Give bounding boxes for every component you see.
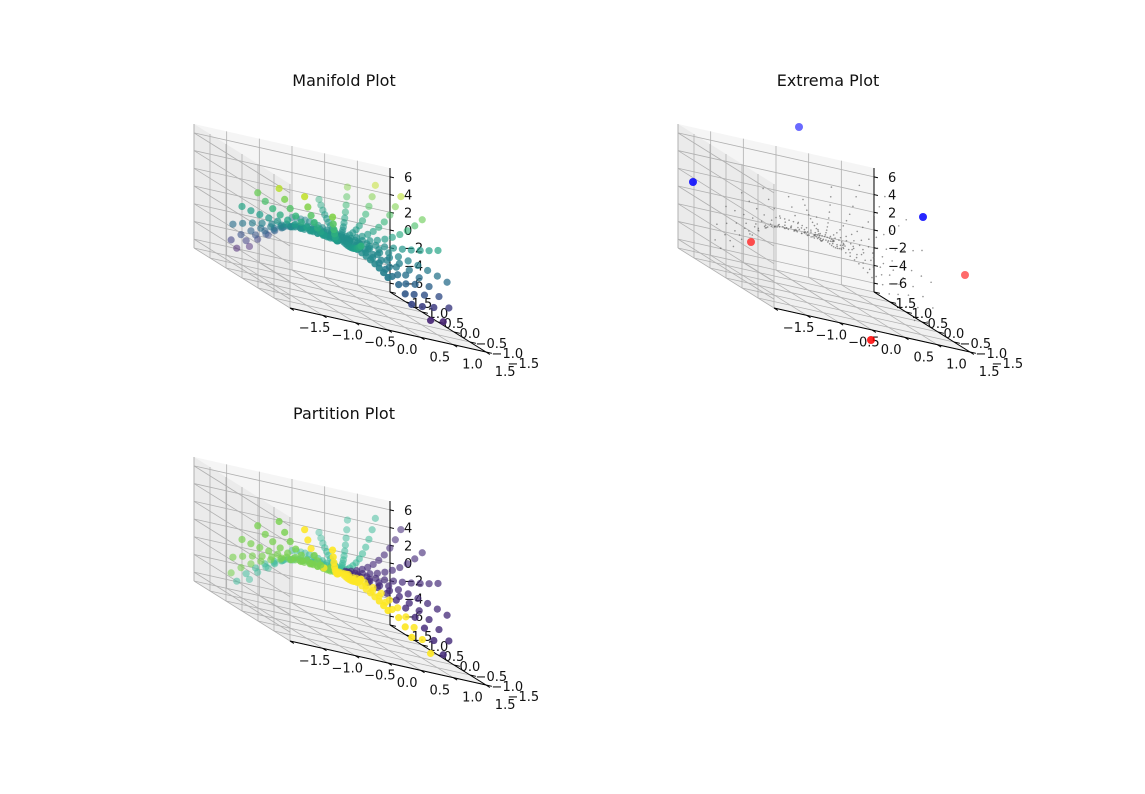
y-tick-label: 1.0 <box>912 307 933 322</box>
y-tick-label: 1.5 <box>896 297 917 312</box>
x-tick-label: −1.0 <box>815 328 847 343</box>
x-tick-label: 1.0 <box>462 691 483 706</box>
z-tick-label: 4 <box>404 189 412 204</box>
y-tick-label: 0.0 <box>460 327 481 342</box>
x-tick-label: −1.0 <box>331 661 363 676</box>
plot-title: Partition Plot <box>293 404 395 423</box>
scatter-points <box>227 181 453 326</box>
manifold-plot: Manifold Plot −1.5 −1.5 −1.0 −1.0 −0.5 −0.5 0.… <box>0 0 572 397</box>
z-tick-label: −6 <box>888 277 907 292</box>
y-tick-label: 0.5 <box>444 317 465 332</box>
plot-title: Manifold Plot <box>292 71 396 90</box>
extrema-points <box>689 123 969 344</box>
z-tick-label: 0 <box>888 224 896 239</box>
x-tick-label: 0.0 <box>881 343 902 358</box>
y-tick-label: −1.0 <box>492 680 524 695</box>
x-tick-label: 1.5 <box>979 365 1000 380</box>
z-tick-label: 2 <box>404 206 412 221</box>
axes-box: −1.5−1.5−1.0−1.0−0.5 −0.50.00.00.50.51.01… <box>677 124 1024 380</box>
z-tick-label: 2 <box>404 539 412 554</box>
z-tick-label: 4 <box>888 189 896 204</box>
x-tick-label: −1.0 <box>331 328 363 343</box>
extrema-3d-axes[interactable]: −1.5−1.5−1.0−1.0−0.5 −0.50.00.00.50.51.01… <box>0 0 1145 397</box>
x-tick-label: −0.5 <box>848 336 880 351</box>
x-tick-label: 1.0 <box>946 358 967 373</box>
z-tick-label: −4 <box>888 259 907 274</box>
y-tick-label: −0.5 <box>476 337 508 352</box>
z-tick-label: 6 <box>404 504 412 519</box>
partition-plot: Partition Plot −1.5 −1.5 −1.0 −1.0 −0.5 −0.5 0… <box>0 0 572 794</box>
y-tick-label: −0.5 <box>960 337 992 352</box>
x-tick-label: 1.5 <box>495 365 516 380</box>
x-tick-label: 0.0 <box>397 343 418 358</box>
z-tick-label: 2 <box>888 206 896 221</box>
x-tick-label: 1.5 <box>495 698 516 713</box>
x-tick-label: 0.5 <box>913 350 934 365</box>
y-tick-label: −1.0 <box>492 347 524 362</box>
y-tick-label: −0.5 <box>476 670 508 685</box>
y-tick-label: 0.0 <box>460 660 481 675</box>
y-tick-label: 0.5 <box>444 650 465 665</box>
plot-title: Extrema Plot <box>776 71 880 90</box>
y-tick-label: 0.0 <box>944 327 965 342</box>
y-tick-label: 0.5 <box>928 317 949 332</box>
x-tick-label: 0.5 <box>429 683 450 698</box>
x-tick-label: −0.5 <box>364 669 396 684</box>
z-tick-label: −2 <box>888 242 907 257</box>
scatter-points <box>227 514 453 659</box>
x-tick-label: 0.0 <box>397 676 418 691</box>
axes-box: −1.5−1.5−1.0−1.0−0.5 −0.50.00.00.50.51.01… <box>193 124 540 380</box>
y-tick-label: −1.5 <box>508 690 540 705</box>
extrema-plot: Extrema Plot −1.5 −1.5 −1.0 −1.0 −0.5 −0.5 0.0… <box>0 0 1145 397</box>
x-tick-label: 0.5 <box>429 350 450 365</box>
x-tick-label: −1.5 <box>299 321 331 336</box>
y-tick-label: −1.5 <box>992 357 1024 372</box>
manifold-3d-axes[interactable]: −1.5−1.5−1.0−1.0−0.5 −0.50.00.00.50.51.01… <box>0 0 572 397</box>
partition-3d-axes[interactable]: −1.5−1.5−1.0−1.0−0.5 −0.50.00.00.50.51.01… <box>0 0 572 794</box>
z-tick-label: 6 <box>404 171 412 186</box>
x-tick-label: −0.5 <box>364 336 396 351</box>
y-tick-label: −1.0 <box>976 347 1008 362</box>
x-tick-label: −1.5 <box>783 321 815 336</box>
y-tick-label: −1.5 <box>508 357 540 372</box>
x-tick-label: −1.5 <box>299 654 331 669</box>
z-tick-label: 6 <box>888 171 896 186</box>
z-tick-label: 4 <box>404 522 412 537</box>
x-tick-label: 1.0 <box>462 358 483 373</box>
background-points <box>714 184 934 323</box>
